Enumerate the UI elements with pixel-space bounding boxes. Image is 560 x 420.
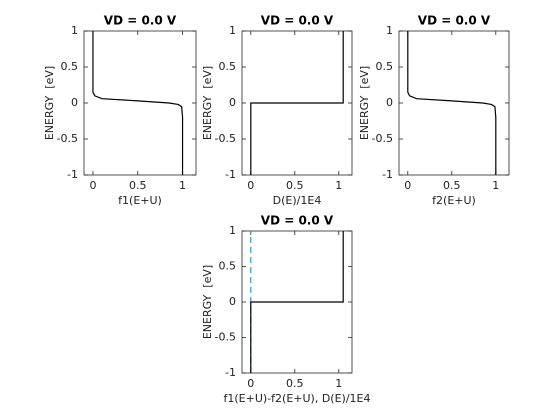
y-tick-label: 0: [229, 295, 236, 308]
y-axis-label: ENERGY [eV]: [201, 66, 214, 140]
axes-box: [83, 30, 197, 176]
x-axis-label: f1(E+U): [118, 194, 162, 207]
y-axis-label: ENERGY [eV]: [201, 265, 214, 339]
x-tick-label: 1: [492, 179, 499, 192]
y-tick-label: 0: [386, 96, 393, 109]
y-tick-label: 1: [229, 224, 236, 237]
y-tick-label: 1: [229, 24, 236, 37]
x-tick-label: 0: [404, 179, 411, 192]
y-tick-label: -0.5: [215, 331, 236, 344]
x-tick-label: 0.5: [443, 179, 461, 192]
y-tick-label: -0.5: [372, 132, 393, 145]
x-axis-label: D(E)/1E4: [273, 194, 322, 207]
data-line: [92, 31, 184, 175]
data-line: [250, 31, 344, 175]
y-tick-label: 0: [229, 96, 236, 109]
y-tick-label: -1: [225, 366, 236, 379]
y-axis-label: ENERGY [eV]: [358, 66, 371, 140]
y-tick-label: 0.5: [219, 60, 237, 73]
y-tick-label: 1: [386, 24, 393, 37]
data-line: [407, 31, 497, 175]
chart-title: VD = 0.0 V: [418, 14, 491, 28]
y-tick-label: -1: [225, 168, 236, 181]
y-tick-label: -1: [382, 168, 393, 181]
x-tick-label: 0: [247, 377, 254, 390]
y-tick-label: 0: [71, 96, 78, 109]
chart-title: VD = 0.0 V: [261, 214, 334, 228]
axes-box: [398, 30, 510, 176]
x-tick-label: 1: [335, 179, 342, 192]
x-axis-label: f1(E+U)-f2(E+U), D(E)/1E4: [224, 392, 371, 405]
chart-title: VD = 0.0 V: [261, 14, 334, 28]
x-tick-label: 0.5: [286, 377, 304, 390]
data-line: [250, 231, 344, 373]
y-tick-label: -0.5: [215, 132, 236, 145]
x-tick-label: 1: [179, 179, 186, 192]
y-tick-label: -0.5: [57, 132, 78, 145]
y-tick-label: 0.5: [61, 60, 79, 73]
y-tick-label: 0.5: [219, 260, 237, 273]
x-tick-label: 0.5: [129, 179, 147, 192]
chart-title: VD = 0.0 V: [104, 14, 177, 28]
x-tick-label: 0: [89, 179, 96, 192]
x-tick-label: 1: [335, 377, 342, 390]
x-tick-label: 0.5: [286, 179, 304, 192]
x-tick-label: 0: [247, 179, 254, 192]
y-tick-label: -1: [67, 168, 78, 181]
y-tick-label: 1: [71, 24, 78, 37]
y-tick-label: 0.5: [376, 60, 394, 73]
y-axis-label: ENERGY [eV]: [43, 66, 56, 140]
x-axis-label: f2(E+U): [432, 194, 476, 207]
